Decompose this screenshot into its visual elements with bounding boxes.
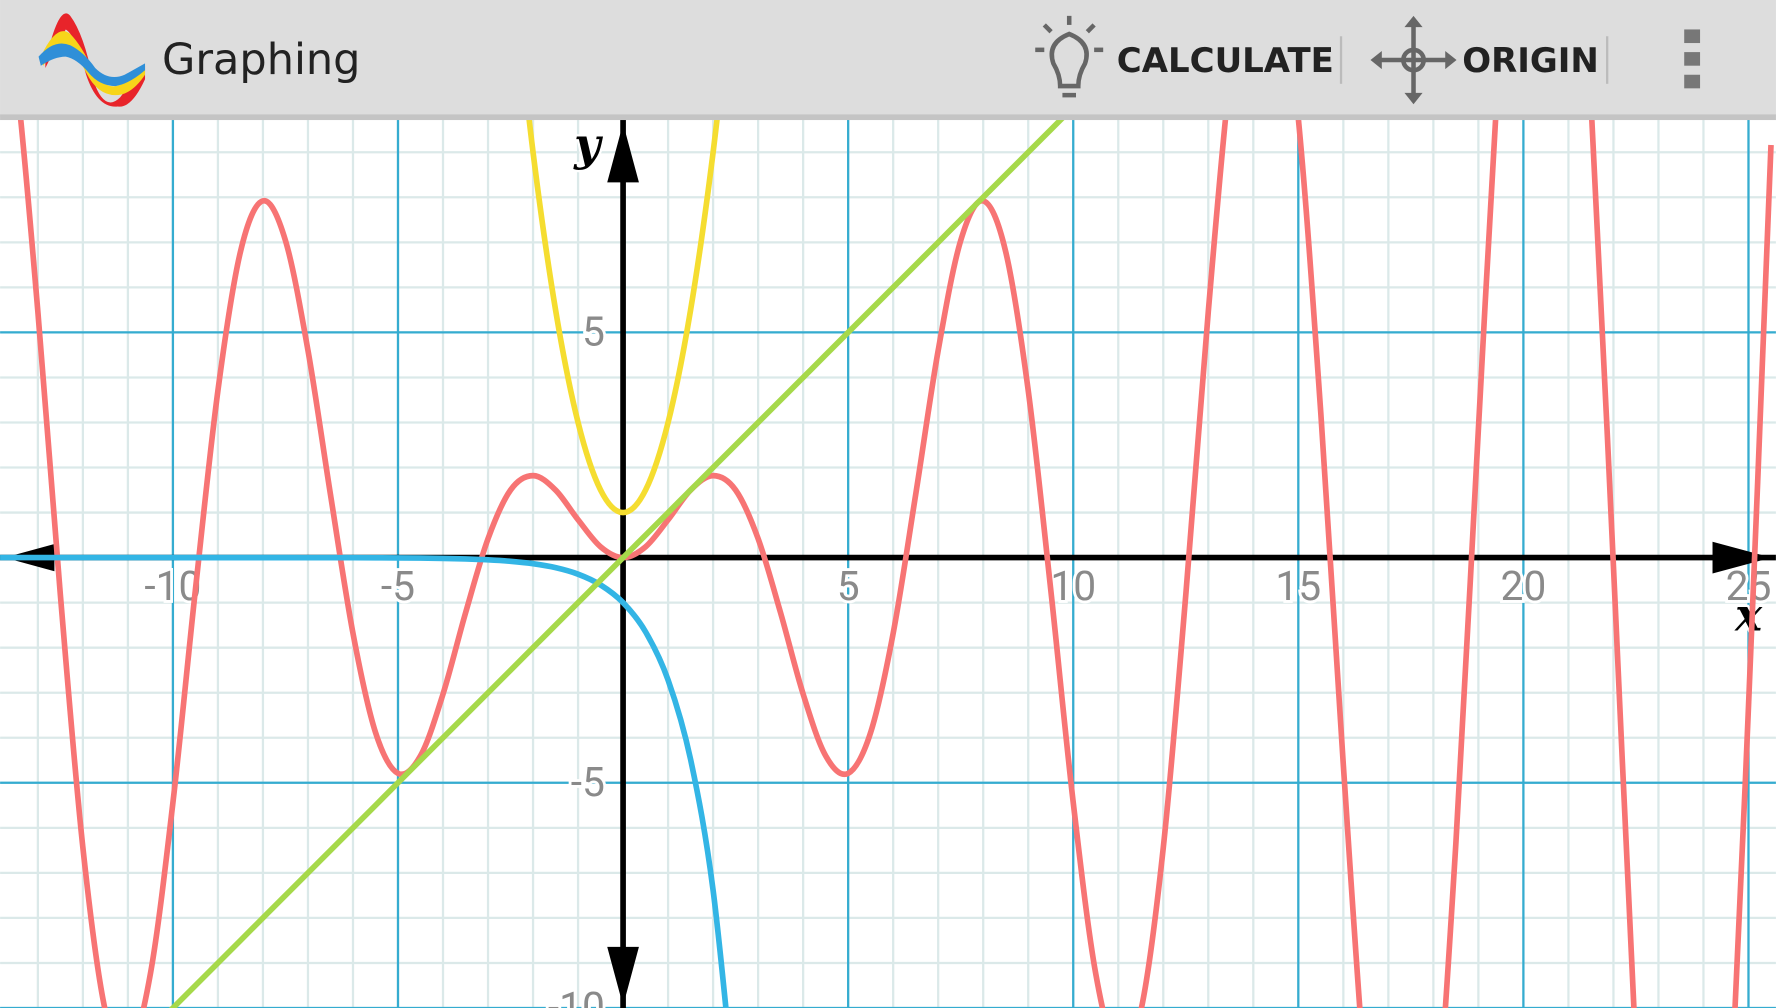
overflow-menu[interactable] [1684,29,1701,89]
y-axis-label: y [573,117,603,171]
app-logo [38,13,146,107]
calculate-icon[interactable] [1035,15,1104,98]
y-tick-label: -10 [548,983,605,1008]
toolbar-shadow [0,114,1776,121]
x-tick-label: -5 [381,562,415,610]
y-tick-label: -5 [571,758,605,806]
curve [526,118,720,516]
x-tick-label: 15 [1275,562,1321,610]
separator [1606,36,1609,84]
x-axis-label: x [1734,587,1763,641]
y-tick-label: 5 [582,307,605,355]
origin-icon[interactable] [1370,15,1457,105]
x-tick-label: 10 [1050,562,1096,610]
toolbar: Graphing CALCULATE ORIGIN [0,0,1776,121]
toolbar-bg [0,0,1776,117]
curve [0,554,729,1008]
calculate-button[interactable]: CALCULATE [1117,41,1334,81]
app-title: Graphing [162,35,360,85]
x-tick-label: -10 [144,562,201,610]
x-tick-label: 5 [837,562,860,610]
separator [1339,36,1343,84]
origin-button[interactable]: ORIGIN [1462,41,1599,81]
x-tick-label: 20 [1500,562,1546,610]
x-tick-label: 25 [1726,562,1772,610]
curve [168,118,1066,1008]
